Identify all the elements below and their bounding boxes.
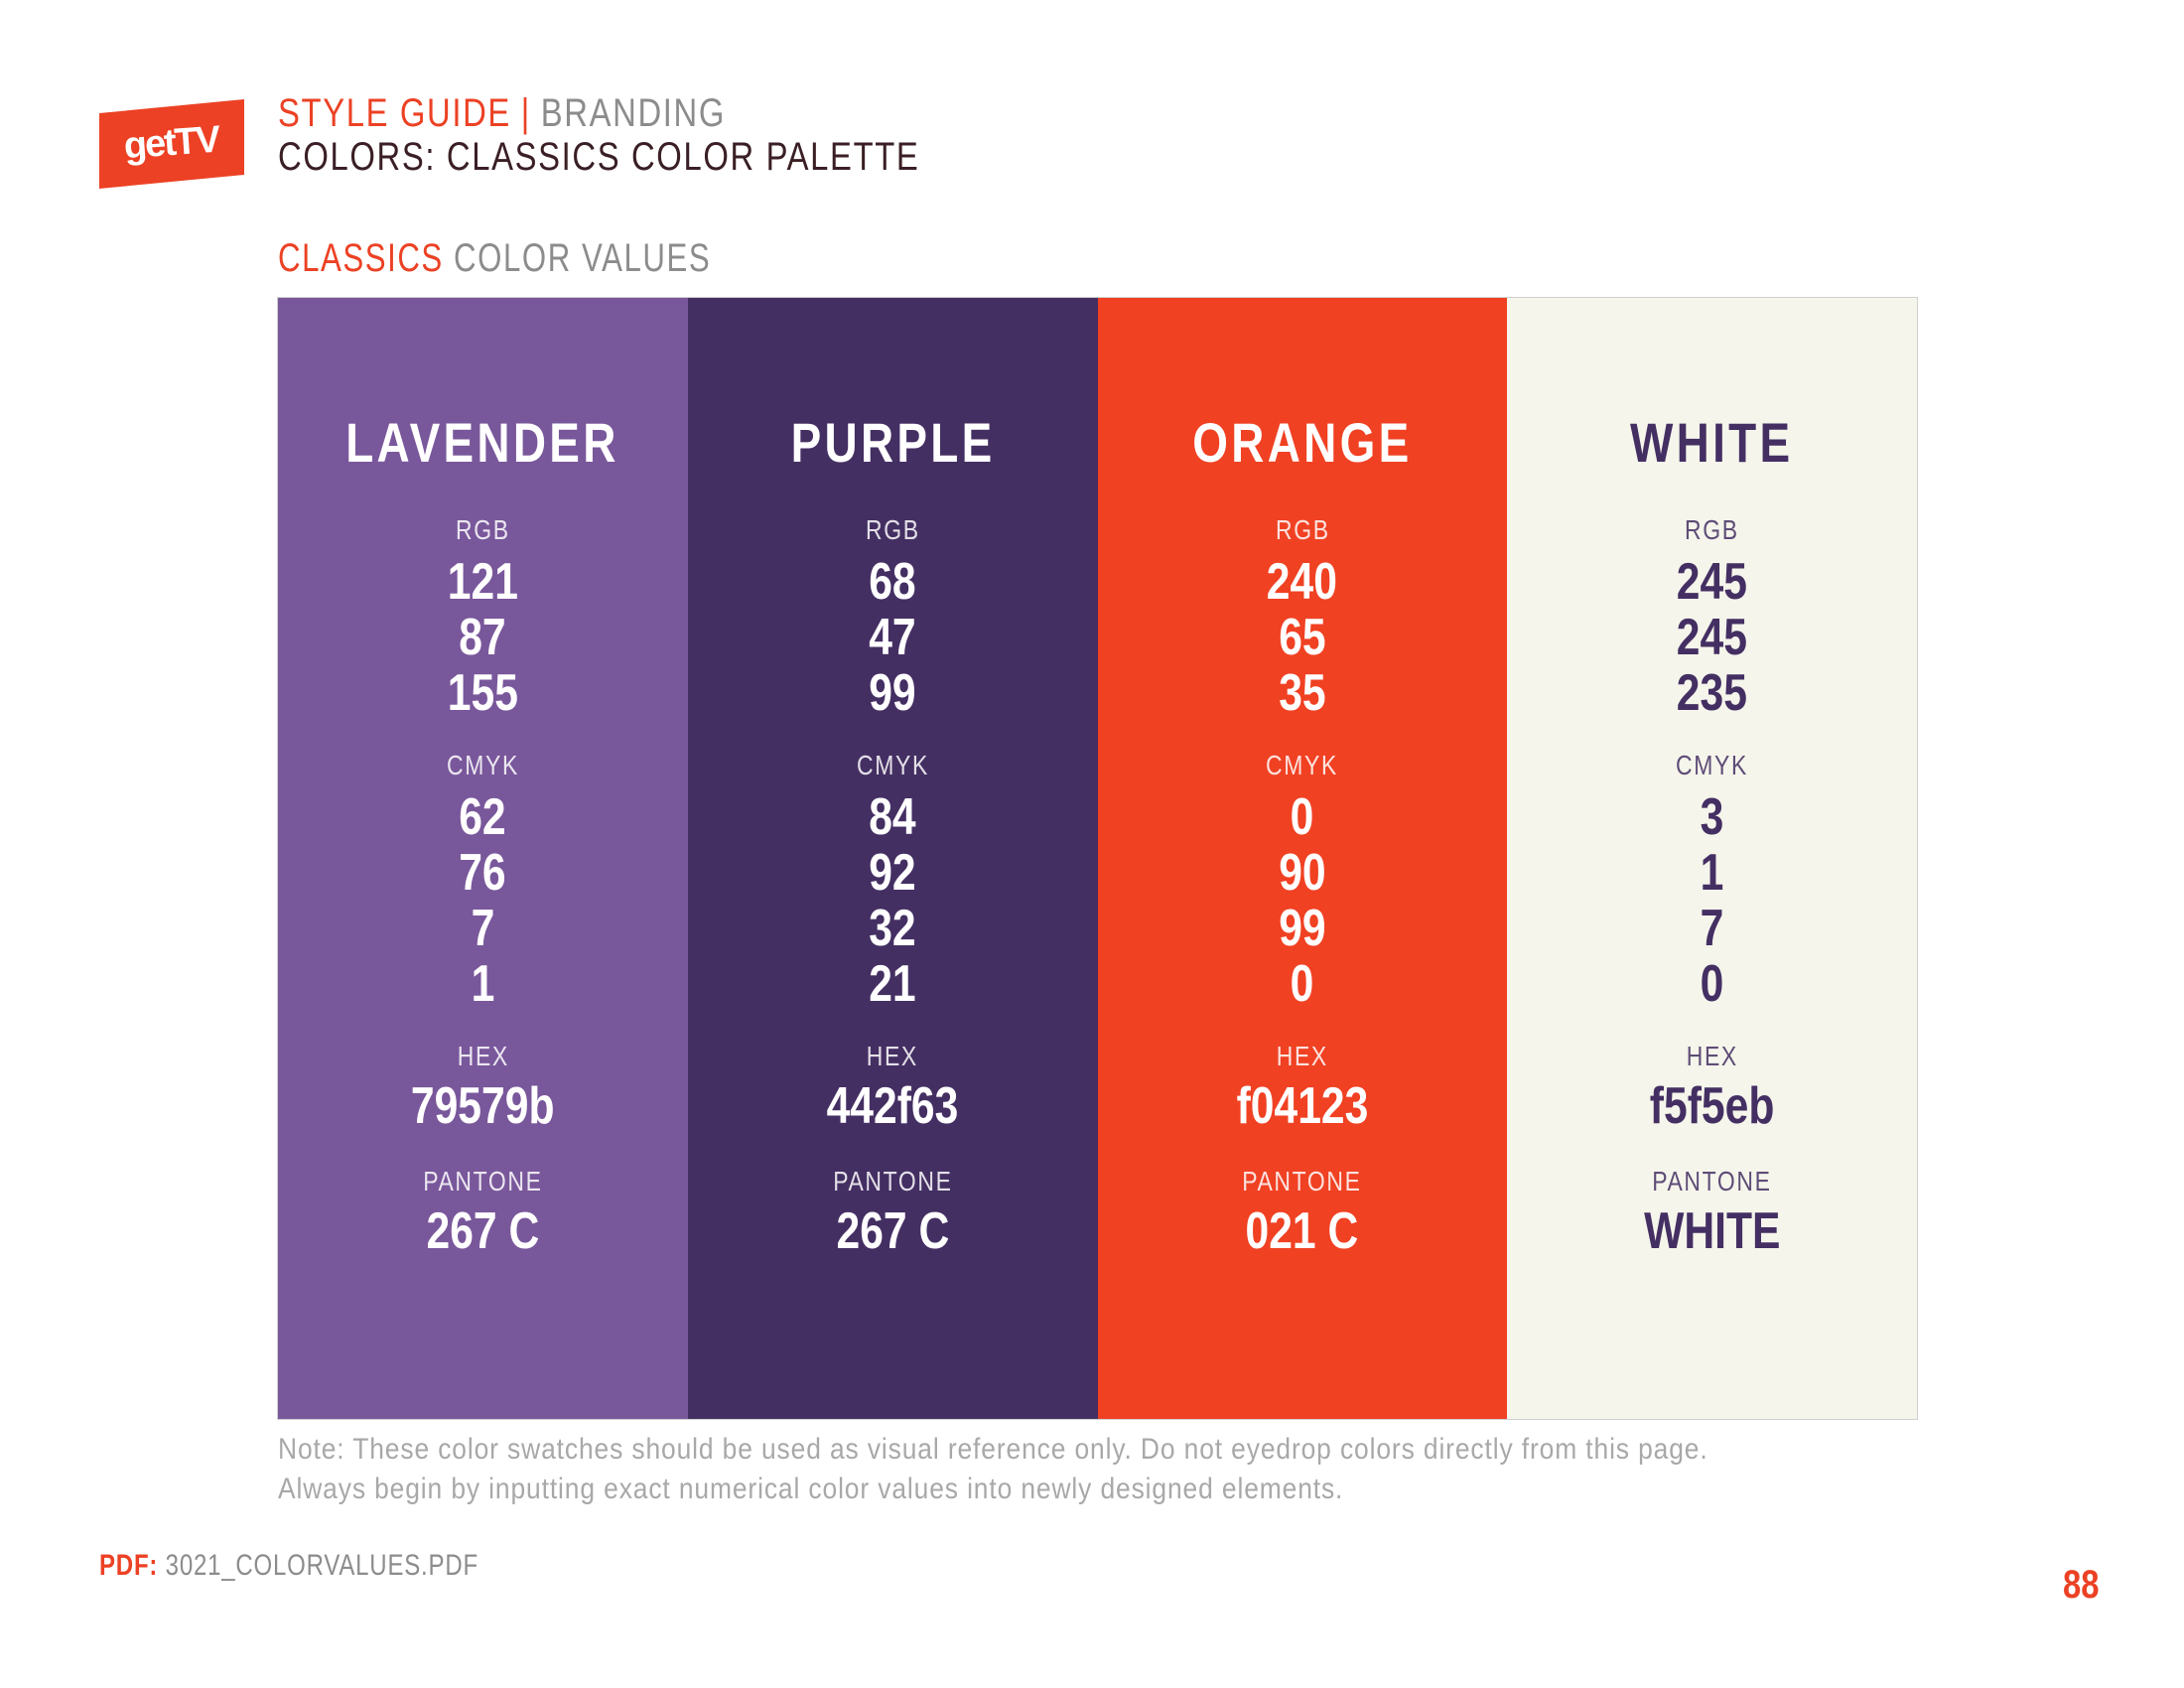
cmyk-y-value: 7 bbox=[471, 900, 495, 957]
rgb-b-value: 235 bbox=[1677, 664, 1748, 722]
logo-background bbox=[99, 99, 244, 189]
footer-pdf-reference: PDF: 3021_COLORVALUES.PDF bbox=[99, 1551, 478, 1581]
rgb-b-value: 35 bbox=[1279, 664, 1326, 722]
cmyk-m-value: 1 bbox=[1700, 844, 1724, 902]
usage-note: Note: These color swatches should be use… bbox=[278, 1430, 1708, 1509]
cmyk-label: CMYK bbox=[856, 750, 929, 780]
color-swatch-panel: LAVENDER RGB 121 87 155 CMYK 62 76 7 1 H… bbox=[277, 297, 1918, 1420]
hex-label: HEX bbox=[1276, 1041, 1328, 1071]
rgb-block: RGB 121 87 155 bbox=[278, 514, 688, 722]
pantone-block: PANTONE 267 C bbox=[278, 1166, 688, 1260]
swatch-orange: ORANGE RGB 240 65 35 CMYK 0 90 99 0 HEX … bbox=[1097, 298, 1508, 1419]
rgb-g-value: 47 bbox=[869, 609, 916, 666]
rgb-r-value: 68 bbox=[869, 553, 916, 611]
pantone-label: PANTONE bbox=[1242, 1166, 1363, 1196]
hex-label: HEX bbox=[457, 1041, 509, 1071]
cmyk-k-value: 0 bbox=[1291, 955, 1314, 1013]
hex-label: HEX bbox=[867, 1041, 919, 1071]
pantone-block: PANTONE 267 C bbox=[688, 1166, 1098, 1260]
cmyk-label: CMYK bbox=[446, 750, 519, 780]
page-number: 88 bbox=[2062, 1563, 2099, 1607]
gettv-logo-mark: getTV bbox=[99, 99, 244, 189]
pantone-value: 021 C bbox=[1245, 1202, 1359, 1260]
header-separator: | bbox=[520, 91, 531, 135]
cmyk-label: CMYK bbox=[1266, 750, 1339, 780]
cmyk-m-value: 76 bbox=[459, 844, 507, 902]
swatch-white: WHITE RGB 245 245 235 CMYK 3 1 7 0 HEX f… bbox=[1507, 298, 1917, 1419]
section-title: CLASSICS COLOR VALUES bbox=[278, 238, 711, 278]
pdf-label: PDF: bbox=[99, 1549, 159, 1582]
swatch-name: LAVENDER bbox=[345, 411, 620, 474]
header-subtitle: COLORS: CLASSICS COLOR PALETTE bbox=[278, 135, 920, 179]
rgb-block: RGB 68 47 99 bbox=[688, 514, 1098, 722]
pantone-value: 267 C bbox=[426, 1202, 540, 1260]
cmyk-block: CMYK 84 92 32 21 bbox=[688, 750, 1098, 1013]
hex-label: HEX bbox=[1686, 1041, 1738, 1071]
cmyk-label: CMYK bbox=[1676, 750, 1749, 780]
hex-block: HEX 442f63 bbox=[688, 1041, 1098, 1135]
rgb-r-value: 121 bbox=[447, 553, 518, 611]
header-title-row: STYLE GUIDE | BRANDING bbox=[278, 93, 919, 137]
rgb-label: RGB bbox=[1275, 514, 1330, 545]
usage-note-line-1: Note: These color swatches should be use… bbox=[278, 1433, 1708, 1466]
usage-note-line-2: Always begin by inputting exact numerica… bbox=[278, 1473, 1344, 1505]
cmyk-y-value: 32 bbox=[869, 900, 916, 957]
rgb-label: RGB bbox=[1685, 514, 1739, 545]
swatch-name: PURPLE bbox=[790, 411, 996, 474]
hex-block: HEX f5f5eb bbox=[1507, 1041, 1917, 1135]
gettv-logo: getTV bbox=[99, 99, 244, 189]
pantone-block: PANTONE 021 C bbox=[1098, 1166, 1508, 1260]
cmyk-m-value: 90 bbox=[1279, 844, 1326, 902]
cmyk-c-value: 84 bbox=[869, 788, 916, 846]
pantone-value: 267 C bbox=[836, 1202, 950, 1260]
cmyk-c-value: 0 bbox=[1291, 788, 1314, 846]
hex-value: 79579b bbox=[411, 1077, 555, 1135]
section-title-highlight: CLASSICS bbox=[278, 236, 444, 280]
logo-text: getTV bbox=[122, 119, 222, 168]
cmyk-k-value: 1 bbox=[471, 955, 495, 1013]
cmyk-m-value: 92 bbox=[869, 844, 916, 902]
cmyk-y-value: 7 bbox=[1700, 900, 1724, 957]
hex-block: HEX f04123 bbox=[1098, 1041, 1508, 1135]
swatch-lavender: LAVENDER RGB 121 87 155 CMYK 62 76 7 1 H… bbox=[278, 298, 688, 1419]
cmyk-c-value: 3 bbox=[1700, 788, 1724, 846]
cmyk-block: CMYK 0 90 99 0 bbox=[1098, 750, 1508, 1013]
cmyk-k-value: 21 bbox=[869, 955, 916, 1013]
swatch-name: ORANGE bbox=[1192, 411, 1413, 474]
cmyk-block: CMYK 3 1 7 0 bbox=[1507, 750, 1917, 1013]
cmyk-k-value: 0 bbox=[1700, 955, 1724, 1013]
header-category: BRANDING bbox=[540, 91, 727, 135]
cmyk-y-value: 99 bbox=[1279, 900, 1326, 957]
pdf-filename: 3021_COLORVALUES.PDF bbox=[165, 1549, 478, 1582]
hex-value: 442f63 bbox=[826, 1077, 959, 1135]
header-title: STYLE GUIDE bbox=[278, 91, 511, 135]
rgb-block: RGB 240 65 35 bbox=[1098, 514, 1508, 722]
pantone-block: PANTONE WHITE bbox=[1507, 1166, 1917, 1260]
pantone-label: PANTONE bbox=[1652, 1166, 1772, 1196]
rgb-label: RGB bbox=[865, 514, 920, 545]
pantone-label: PANTONE bbox=[423, 1166, 543, 1196]
rgb-r-value: 245 bbox=[1677, 553, 1748, 611]
hex-value: f5f5eb bbox=[1649, 1077, 1775, 1135]
rgb-g-value: 65 bbox=[1279, 609, 1326, 666]
pantone-label: PANTONE bbox=[832, 1166, 953, 1196]
rgb-b-value: 99 bbox=[869, 664, 916, 722]
swatch-name: WHITE bbox=[1630, 411, 1794, 474]
cmyk-block: CMYK 62 76 7 1 bbox=[278, 750, 688, 1013]
rgb-block: RGB 245 245 235 bbox=[1507, 514, 1917, 722]
pantone-value: WHITE bbox=[1643, 1202, 1781, 1260]
rgb-label: RGB bbox=[456, 514, 510, 545]
swatch-purple: PURPLE RGB 68 47 99 CMYK 84 92 32 21 HEX… bbox=[687, 298, 1098, 1419]
page-header: STYLE GUIDE | BRANDING COLORS: CLASSICS CO… bbox=[278, 93, 1060, 177]
section-title-rest: COLOR VALUES bbox=[454, 236, 712, 280]
rgb-g-value: 87 bbox=[459, 609, 507, 666]
rgb-r-value: 240 bbox=[1267, 553, 1338, 611]
hex-value: f04123 bbox=[1236, 1077, 1369, 1135]
rgb-b-value: 155 bbox=[447, 664, 518, 722]
rgb-g-value: 245 bbox=[1677, 609, 1748, 666]
cmyk-c-value: 62 bbox=[459, 788, 507, 846]
hex-block: HEX 79579b bbox=[278, 1041, 688, 1135]
